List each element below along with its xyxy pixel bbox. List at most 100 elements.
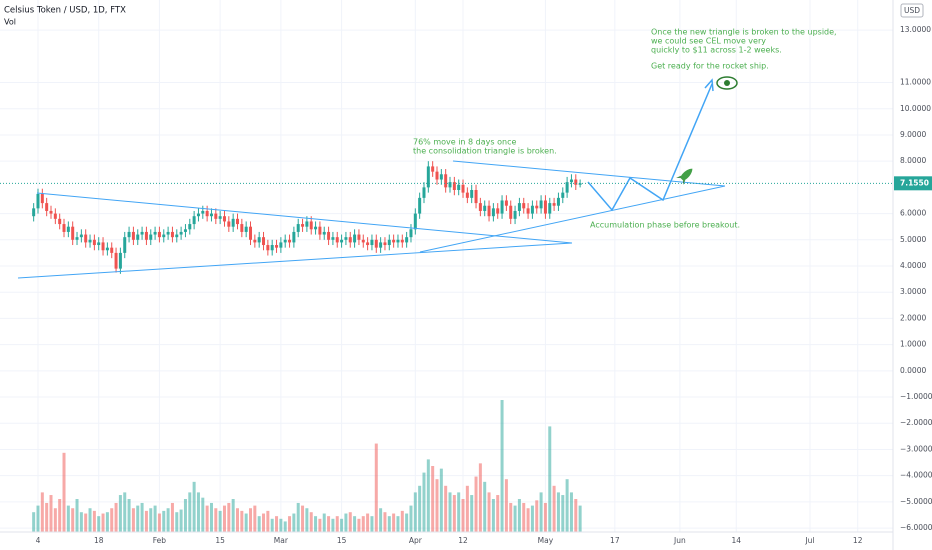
candle-body <box>179 231 183 235</box>
candle-body <box>157 231 161 238</box>
volume-bar <box>131 508 135 532</box>
volume-bar <box>504 479 508 532</box>
candle-body <box>470 190 474 198</box>
volume-bar <box>335 516 339 532</box>
volume-bar <box>392 513 396 532</box>
candle-body <box>457 184 461 190</box>
volume-bar <box>149 508 153 532</box>
candle-body <box>565 182 569 193</box>
x-tick-label: Jul <box>804 536 814 545</box>
volume-bar <box>426 459 430 532</box>
volume-bar <box>75 499 79 532</box>
candle-body <box>45 203 49 211</box>
volume-bar <box>374 443 378 532</box>
volume-bar <box>409 505 413 532</box>
last-price-label: 7.1550 <box>900 178 929 187</box>
volume-bar <box>530 505 534 532</box>
volume-bar <box>405 513 409 532</box>
candle-body <box>288 239 292 243</box>
x-tick-label: 12 <box>853 536 863 545</box>
candle-body <box>262 237 266 246</box>
candle-body <box>383 242 387 246</box>
volume-bar <box>522 502 526 532</box>
volume-bar <box>487 492 491 532</box>
x-tick-label: Mar <box>274 536 289 545</box>
candle-body <box>162 234 166 238</box>
candle-body <box>218 216 222 219</box>
y-tick-label: 4.0000 <box>900 261 926 270</box>
volume-bar <box>127 499 131 532</box>
volume-bar <box>62 452 66 532</box>
candle-body <box>444 174 448 188</box>
candle-body <box>49 210 53 214</box>
x-tick-label: Jun <box>673 536 686 545</box>
x-tick-label: 18 <box>94 536 104 545</box>
volume-bar <box>444 485 448 532</box>
rocket-icon <box>676 168 693 185</box>
candle-body <box>222 216 226 222</box>
volume-bar <box>569 492 573 532</box>
volume-bar <box>578 505 582 532</box>
candle-body <box>275 245 279 248</box>
candle-body <box>314 226 318 230</box>
volume-bar <box>305 508 309 532</box>
volume-bar <box>448 492 452 532</box>
annotation: 76% move in 8 days once <box>413 138 516 147</box>
y-tick-label: −4.0000 <box>900 471 932 480</box>
y-tick-label: 8.0000 <box>900 156 926 165</box>
candle-body <box>305 221 309 227</box>
volume-bar <box>92 510 96 532</box>
candle-body <box>379 242 383 248</box>
candle-body <box>366 242 370 246</box>
arrow-head <box>704 78 714 92</box>
volume-bar <box>214 508 218 532</box>
volume-bar <box>162 510 166 532</box>
volume-bar <box>136 505 140 532</box>
candle-body <box>75 237 79 240</box>
trendline <box>419 185 726 253</box>
candle-body <box>539 200 543 209</box>
volume-bar <box>235 508 239 532</box>
candle-body <box>66 226 70 232</box>
candle-body <box>348 237 352 243</box>
candle-body <box>123 237 127 253</box>
volume-bar <box>218 510 222 532</box>
candle-body <box>465 192 469 198</box>
candle-body <box>426 166 430 188</box>
candle-body <box>270 245 274 251</box>
candle-body <box>127 231 131 238</box>
volume-bar <box>40 492 44 532</box>
candle-body <box>331 237 335 240</box>
y-tick-label: 3.0000 <box>900 287 926 296</box>
candle-body <box>335 237 339 243</box>
candle-body <box>322 231 326 235</box>
volume-bar <box>114 502 118 532</box>
candle-body <box>543 200 547 214</box>
volume-bar <box>383 512 387 532</box>
volume-bar <box>36 505 40 532</box>
candle-body <box>357 234 361 240</box>
volume-bar <box>49 495 53 532</box>
candle-body <box>192 216 196 225</box>
volume-bar <box>366 513 370 532</box>
candle-body <box>435 171 439 180</box>
candle-body <box>253 239 257 243</box>
candle-body <box>504 200 508 206</box>
x-tick-label: Apr <box>409 536 423 545</box>
volume-bar <box>45 502 49 532</box>
volume-bar <box>348 512 352 532</box>
volume-bar <box>574 499 578 532</box>
candle-body <box>114 252 118 269</box>
x-tick-label: 14 <box>731 536 741 545</box>
candle-body <box>496 208 500 214</box>
volume-bar <box>205 505 209 532</box>
volume-bar <box>153 505 157 532</box>
candle-body <box>500 200 504 214</box>
y-tick-label: 9.0000 <box>900 130 926 139</box>
candle-body <box>418 197 422 214</box>
candle-body <box>517 203 521 211</box>
volume-bar <box>513 505 517 532</box>
candle-body <box>370 239 374 246</box>
volume-bar <box>318 518 322 532</box>
